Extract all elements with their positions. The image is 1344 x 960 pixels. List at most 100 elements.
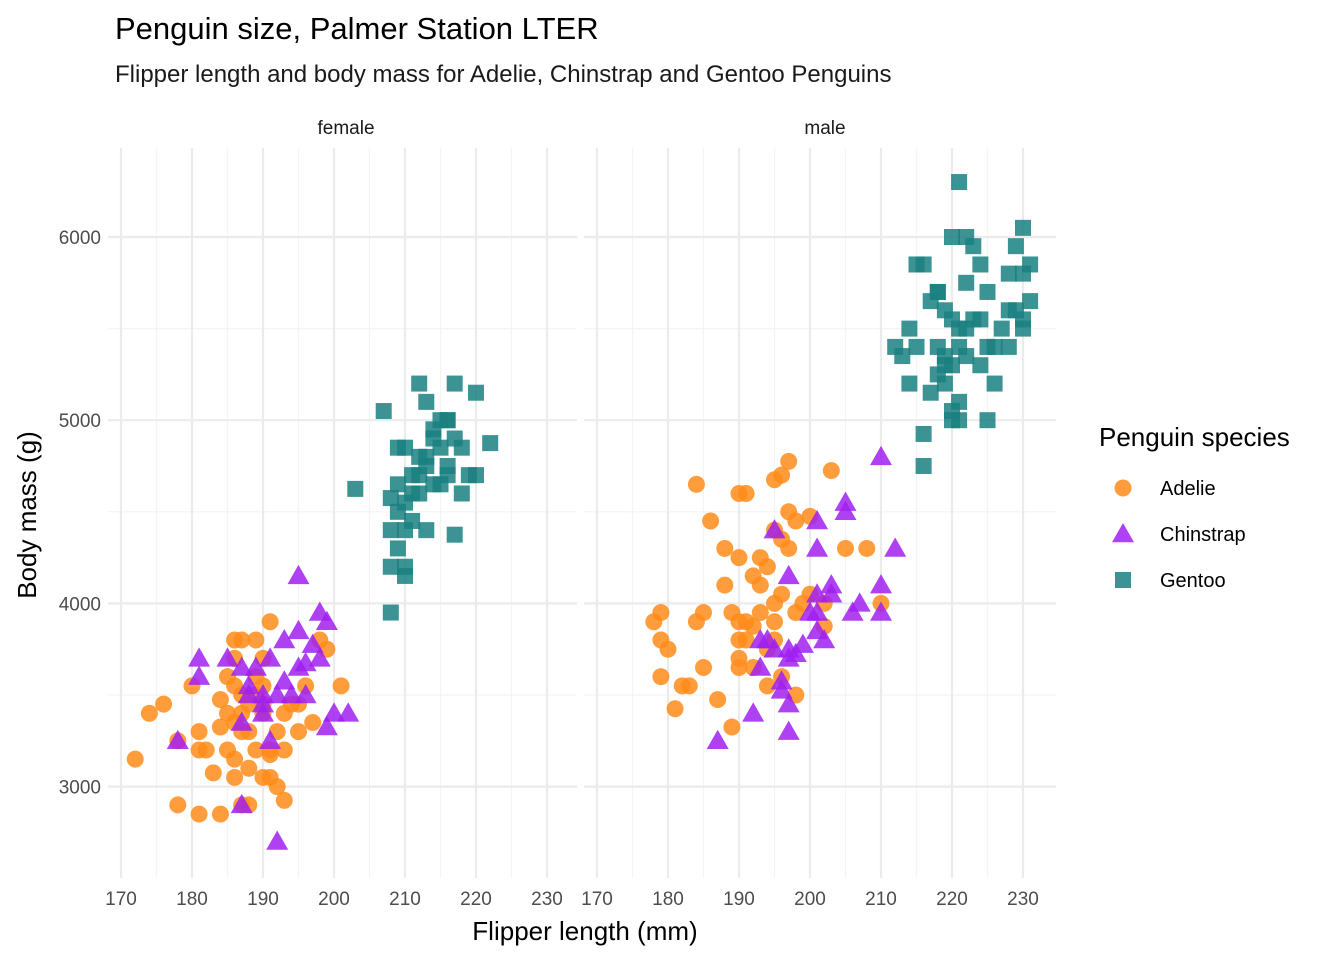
point-chinstrap — [216, 647, 239, 667]
point-gentoo — [936, 357, 953, 374]
point-adelie — [702, 512, 720, 530]
point-chinstrap — [308, 647, 331, 667]
x-tick-label: 190 — [723, 889, 755, 910]
point-chinstrap — [870, 574, 892, 594]
point-adelie — [211, 691, 229, 709]
x-tick-label: 180 — [652, 889, 684, 910]
point-chinstrap — [259, 647, 282, 667]
chart-title: Penguin size, Palmer Station LTER — [115, 11, 599, 46]
facet-label-male: male — [804, 118, 845, 139]
point-adelie — [332, 677, 350, 695]
point-adelie — [211, 805, 229, 823]
point-chinstrap — [273, 629, 296, 649]
legend: Penguin species Adelie Chinstrap Gentoo — [1099, 422, 1290, 592]
point-adelie — [197, 741, 215, 759]
x-tick-label: 200 — [794, 889, 826, 910]
point-adelie — [716, 576, 734, 594]
y-tick-labels: 3000 4000 5000 6000 — [59, 228, 101, 799]
x-tick-label: 200 — [318, 889, 350, 910]
point-adelie — [190, 805, 208, 823]
point-chinstrap — [315, 610, 338, 630]
legend-item-gentoo: Gentoo — [1115, 570, 1226, 592]
x-tick-label: 170 — [105, 889, 137, 910]
point-adelie — [211, 718, 229, 736]
point-chinstrap — [188, 647, 211, 667]
point-gentoo — [915, 256, 932, 273]
point-adelie — [680, 677, 698, 695]
legend-label-chinstrap: Chinstrap — [1160, 524, 1246, 546]
point-chinstrap — [870, 601, 892, 621]
point-chinstrap — [315, 716, 338, 736]
x-tick-labels-male: 170 180 190 200 210 220 230 — [581, 889, 1039, 910]
point-adelie — [780, 452, 798, 470]
points-male — [645, 174, 1039, 750]
point-adelie — [233, 631, 251, 649]
point-gentoo — [986, 375, 1003, 392]
point-gentoo — [958, 274, 975, 291]
point-adelie — [226, 750, 244, 768]
point-gentoo — [439, 467, 456, 484]
point-adelie — [240, 759, 258, 777]
point-chinstrap — [301, 633, 324, 653]
point-gentoo — [915, 458, 932, 474]
point-gentoo — [972, 311, 989, 328]
y-tick-label: 6000 — [59, 228, 101, 249]
point-adelie — [709, 691, 727, 709]
point-gentoo — [446, 375, 463, 392]
point-adelie — [751, 576, 769, 594]
point-adelie — [126, 750, 144, 768]
point-adelie — [666, 700, 684, 718]
point-adelie — [190, 723, 208, 741]
point-adelie — [758, 558, 776, 576]
chart-subtitle: Flipper length and body mass for Adelie,… — [115, 61, 891, 88]
point-chinstrap — [273, 670, 296, 690]
point-gentoo — [397, 439, 413, 456]
x-tick-label: 220 — [936, 889, 968, 910]
point-gentoo — [929, 283, 946, 300]
point-gentoo — [951, 393, 968, 410]
point-gentoo — [958, 348, 975, 365]
point-gentoo — [418, 393, 435, 410]
point-chinstrap — [237, 674, 260, 695]
facet-panel-female: female 170 180 190 200 210 220 230 — [105, 118, 577, 910]
x-tick-label: 190 — [247, 889, 279, 910]
grid-female — [108, 148, 577, 878]
point-chinstrap — [806, 509, 829, 530]
point-gentoo — [979, 283, 996, 300]
point-chinstrap — [870, 445, 892, 466]
point-chinstrap — [188, 665, 211, 685]
point-chinstrap — [166, 729, 189, 750]
x-tick-label: 170 — [581, 889, 613, 910]
point-gentoo — [418, 522, 435, 539]
legend-key-adelie — [1114, 479, 1132, 497]
point-gentoo — [375, 403, 392, 420]
point-gentoo — [951, 412, 968, 429]
point-chinstrap — [294, 684, 317, 704]
y-axis-label: Body mass (g) — [12, 431, 42, 599]
x-tick-label: 220 — [460, 889, 492, 910]
point-chinstrap — [820, 574, 843, 594]
point-chinstrap — [777, 720, 800, 740]
point-adelie — [290, 723, 307, 741]
point-adelie — [744, 617, 762, 635]
point-gentoo — [411, 485, 428, 502]
point-adelie — [723, 718, 741, 736]
point-gentoo — [1007, 238, 1024, 255]
point-chinstrap — [834, 491, 857, 511]
point-gentoo — [1022, 256, 1039, 273]
point-gentoo — [1022, 293, 1039, 310]
point-gentoo — [1015, 219, 1031, 236]
point-gentoo — [439, 412, 456, 429]
x-tick-label: 180 — [176, 889, 208, 910]
point-adelie — [773, 466, 791, 484]
point-chinstrap — [749, 656, 772, 676]
point-gentoo — [901, 320, 918, 337]
x-axis-label: Flipper length (mm) — [472, 916, 697, 946]
legend-item-chinstrap: Chinstrap — [1112, 523, 1246, 546]
point-adelie — [247, 631, 265, 649]
point-adelie — [226, 768, 244, 786]
point-adelie — [247, 741, 265, 759]
point-gentoo — [411, 375, 428, 392]
y-tick-label: 5000 — [59, 411, 101, 432]
